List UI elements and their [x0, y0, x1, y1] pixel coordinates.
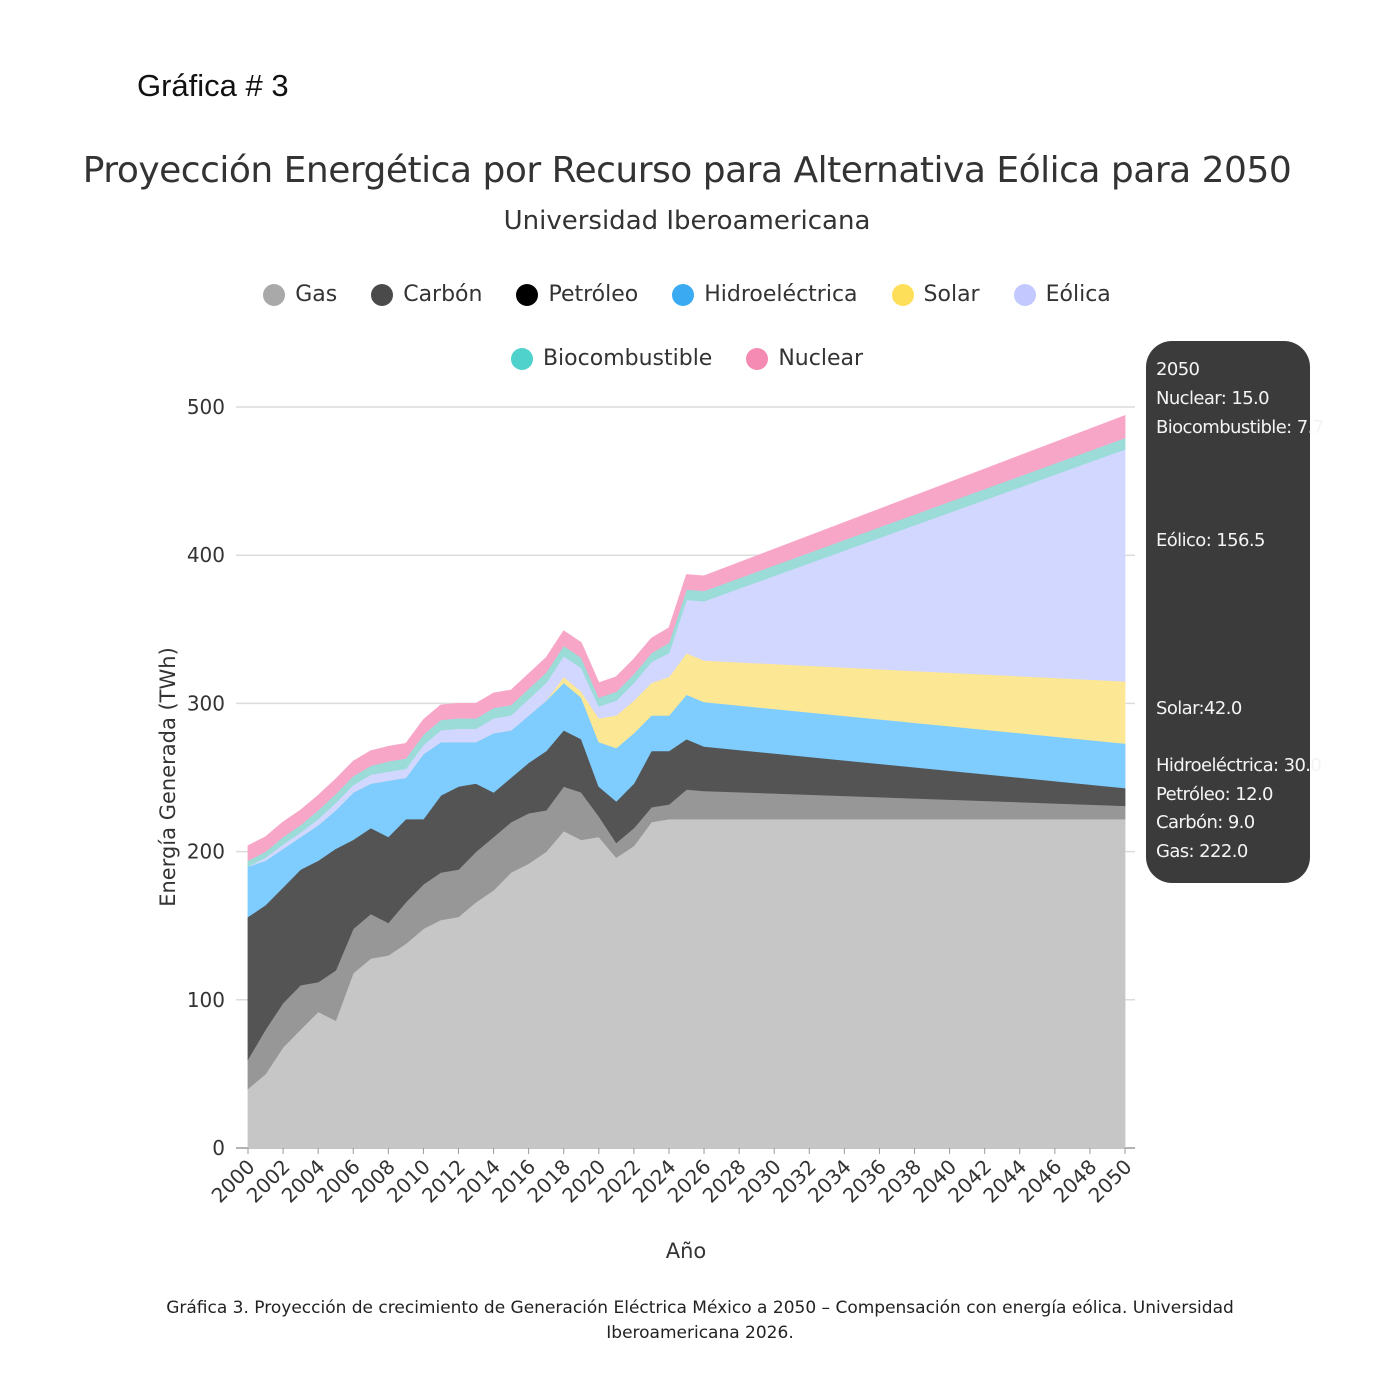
legend-swatch-nuclear — [746, 347, 769, 370]
legend-label-carbon: Carbón — [403, 282, 483, 307]
legend-swatch-petroleo — [516, 283, 539, 306]
y-axis-title: Energía Generada (TWh) — [156, 647, 180, 907]
legend-label-eolica: Eólica — [1045, 282, 1111, 307]
y-tick-label: 400 — [187, 543, 225, 567]
legend-label-petroleo: Petróleo — [548, 282, 639, 307]
y-tick-label: 500 — [187, 395, 225, 419]
tooltip-eolico: Eólico: 156.5 — [1156, 530, 1265, 551]
figure-heading: Gráfica # 3 — [137, 68, 289, 103]
legend-item-petroleo[interactable]: Petróleo — [516, 282, 638, 307]
legend-item-biocombustible[interactable]: Biocombustible — [510, 346, 713, 371]
legend-label-biocombustible: Biocombustible — [542, 346, 713, 371]
y-axis: 0 100 200 300 400 500 — [187, 395, 225, 1160]
tooltip-gas: Gas: 222.0 — [1156, 841, 1248, 862]
legend-item-eolica[interactable]: Eólica — [1013, 282, 1111, 307]
legend-item-hidroelectrica[interactable]: Hidroeléctrica — [672, 282, 858, 307]
legend-item-solar[interactable]: Solar — [891, 282, 980, 307]
tooltip-nuclear: Nuclear: 15.0 — [1156, 388, 1270, 409]
legend-swatch-hidroelectrica — [672, 283, 695, 306]
y-tick-label: 100 — [187, 988, 225, 1012]
tooltip-hidro: Hidroeléctrica: 30.0 — [1156, 755, 1322, 776]
legend-row-2: Biocombustible Nuclear — [0, 346, 1374, 371]
legend-label-solar: Solar — [923, 282, 980, 307]
legend-row-1: Gas Carbón Petróleo Hidroeléctrica Solar… — [0, 282, 1374, 307]
chart-title: Proyección Energética por Recurso para A… — [82, 150, 1292, 191]
legend-item-carbon[interactable]: Carbón — [371, 282, 482, 307]
area-nuclear[interactable] — [247, 415, 1126, 862]
area-series — [247, 415, 1126, 1149]
y-tick-label: 200 — [187, 840, 225, 864]
hover-tooltip-2050: 2050 Nuclear: 15.0 Biocombustible: 7.7 E… — [1146, 341, 1324, 883]
legend-label-hidroelectrica: Hidroeléctrica — [704, 282, 858, 307]
y-tick-label: 0 — [212, 1136, 225, 1160]
legend-swatch-solar — [891, 283, 914, 306]
legend-swatch-carbon — [371, 283, 394, 306]
legend-swatch-gas — [263, 283, 286, 306]
tooltip-carbon: Carbón: 9.0 — [1156, 812, 1255, 833]
legend-label-nuclear: Nuclear — [778, 346, 864, 371]
legend-item-nuclear[interactable]: Nuclear — [746, 346, 863, 371]
legend-item-gas[interactable]: Gas — [263, 282, 337, 307]
tooltip-year: 2050 — [1156, 359, 1200, 380]
x-axis-title: Año — [666, 1239, 707, 1263]
tooltip-petroleo: Petróleo: 12.0 — [1156, 784, 1274, 805]
tooltip-solar: Solar:42.0 — [1156, 698, 1242, 719]
chart-subtitle: Universidad Iberoamericana — [503, 206, 871, 236]
legend-swatch-eolica — [1013, 283, 1036, 306]
y-tick-label: 300 — [187, 691, 225, 715]
x-axis: 2000200220042006200820102012201420162018… — [207, 1148, 1137, 1208]
figure-caption: Gráfica 3. Proyección de crecimiento de … — [166, 1298, 1234, 1343]
legend-label-gas: Gas — [295, 282, 338, 307]
tooltip-biocombustible: Biocombustible: 7.7 — [1156, 417, 1324, 438]
legend-swatch-biocombustible — [510, 347, 533, 370]
